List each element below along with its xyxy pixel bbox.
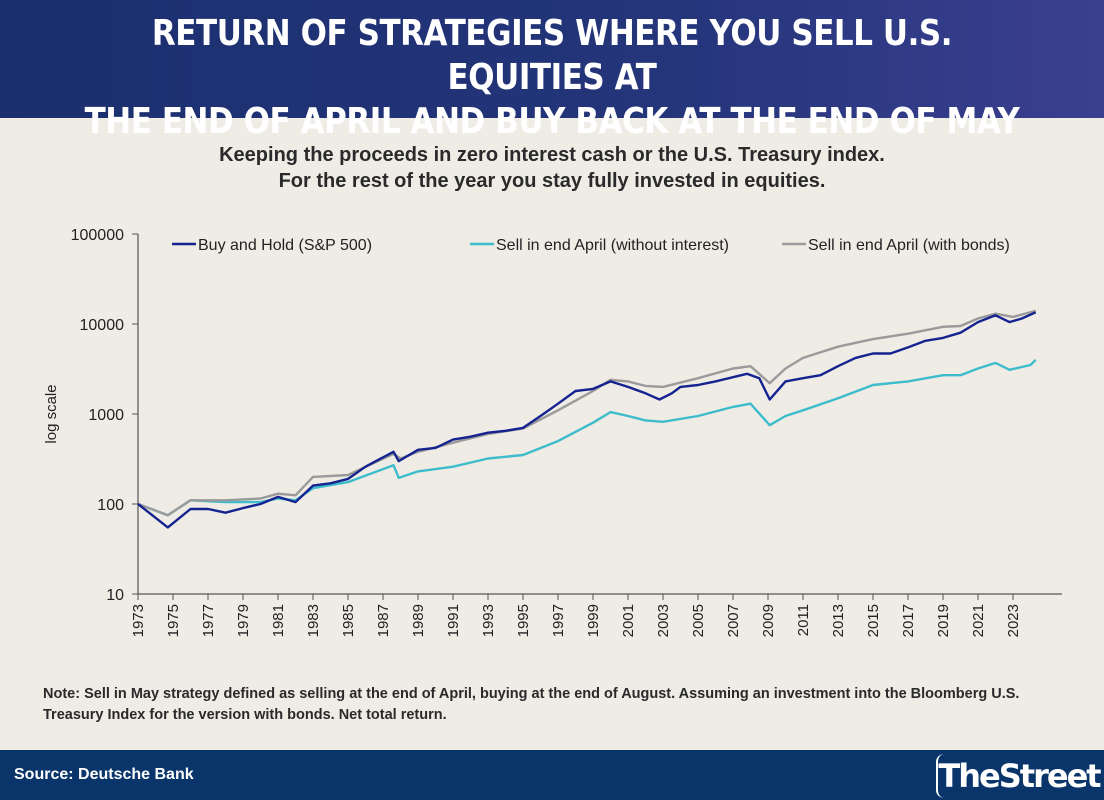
series-line-0 xyxy=(137,311,1037,529)
legend-label: Sell in end April (with bonds) xyxy=(808,237,1010,254)
x-tick-label: 1989 xyxy=(410,604,427,637)
x-tick-label: 1991 xyxy=(445,604,462,637)
legend-label: Buy and Hold (S&P 500) xyxy=(198,237,372,254)
x-tick-label: 1983 xyxy=(305,604,322,637)
x-tick-label: 2015 xyxy=(865,604,882,637)
title-line-1: RETURN OF STRATEGIES WHERE YOU SELL U.S.… xyxy=(151,13,953,98)
source-text: Source: Deutsche Bank xyxy=(14,766,194,783)
x-tick-label: 2023 xyxy=(1005,604,1022,637)
x-tick-label: 2005 xyxy=(690,604,707,637)
chart-subtitle: Keeping the proceeds in zero interest ca… xyxy=(0,142,1104,194)
x-tick-label: 2009 xyxy=(760,604,777,637)
title-line-2: THE END OF APRIL AND BUY BACK AT THE END… xyxy=(84,101,1020,142)
x-tick-label: 2011 xyxy=(795,604,812,636)
y-tick-label: 100000 xyxy=(71,227,124,244)
series-line-2 xyxy=(137,309,1037,517)
x-tick-label: 1977 xyxy=(200,604,217,637)
y-tick-label: 1000 xyxy=(88,407,124,424)
x-tick-label: 2013 xyxy=(830,604,847,637)
chart-note: Note: Sell in May strategy defined as se… xyxy=(43,686,1020,723)
subtitle-line-1: Keeping the proceeds in zero interest ca… xyxy=(219,144,885,166)
x-tick-label: 1981 xyxy=(270,604,287,637)
y-tick-label: 10000 xyxy=(80,317,125,334)
x-tick-label: 1993 xyxy=(480,604,497,637)
legend-label: Sell in end April (without interest) xyxy=(496,237,729,254)
x-tick-label: 2003 xyxy=(655,604,672,637)
series-line-1 xyxy=(137,358,1037,517)
thestreet-logo: TheStreet xyxy=(936,754,1102,798)
x-tick-label: 1997 xyxy=(550,604,567,637)
x-tick-label: 1979 xyxy=(235,604,252,637)
line-chart: 10 100 1000 10000 100000 1973 1975 1977 1979 1981… xyxy=(43,227,1062,637)
x-tick-label: 2019 xyxy=(935,604,952,637)
subtitle-line-2: For the rest of the year you stay fully … xyxy=(278,170,826,192)
x-tick-label: 1985 xyxy=(340,604,357,637)
y-axis-label: log scale xyxy=(43,384,60,443)
x-tick-label: 2017 xyxy=(900,604,917,637)
title-banner: RETURN OF STRATEGIES WHERE YOU SELL U.S.… xyxy=(0,0,1104,142)
footer-bar: Source: Deutsche Bank TheStreet xyxy=(0,750,1104,800)
y-tick-label: 10 xyxy=(106,587,124,604)
x-tick-label: 1975 xyxy=(165,604,182,637)
x-tick-label: 1987 xyxy=(375,604,392,637)
x-tick-label: 2021 xyxy=(970,604,987,637)
x-tick-label: 1973 xyxy=(130,604,147,637)
x-tick-label: 2007 xyxy=(725,604,742,637)
x-tick-label: 1999 xyxy=(585,604,602,637)
x-tick-label: 1995 xyxy=(515,604,532,637)
y-tick-label: 100 xyxy=(97,497,124,514)
x-tick-label: 2001 xyxy=(620,604,637,637)
